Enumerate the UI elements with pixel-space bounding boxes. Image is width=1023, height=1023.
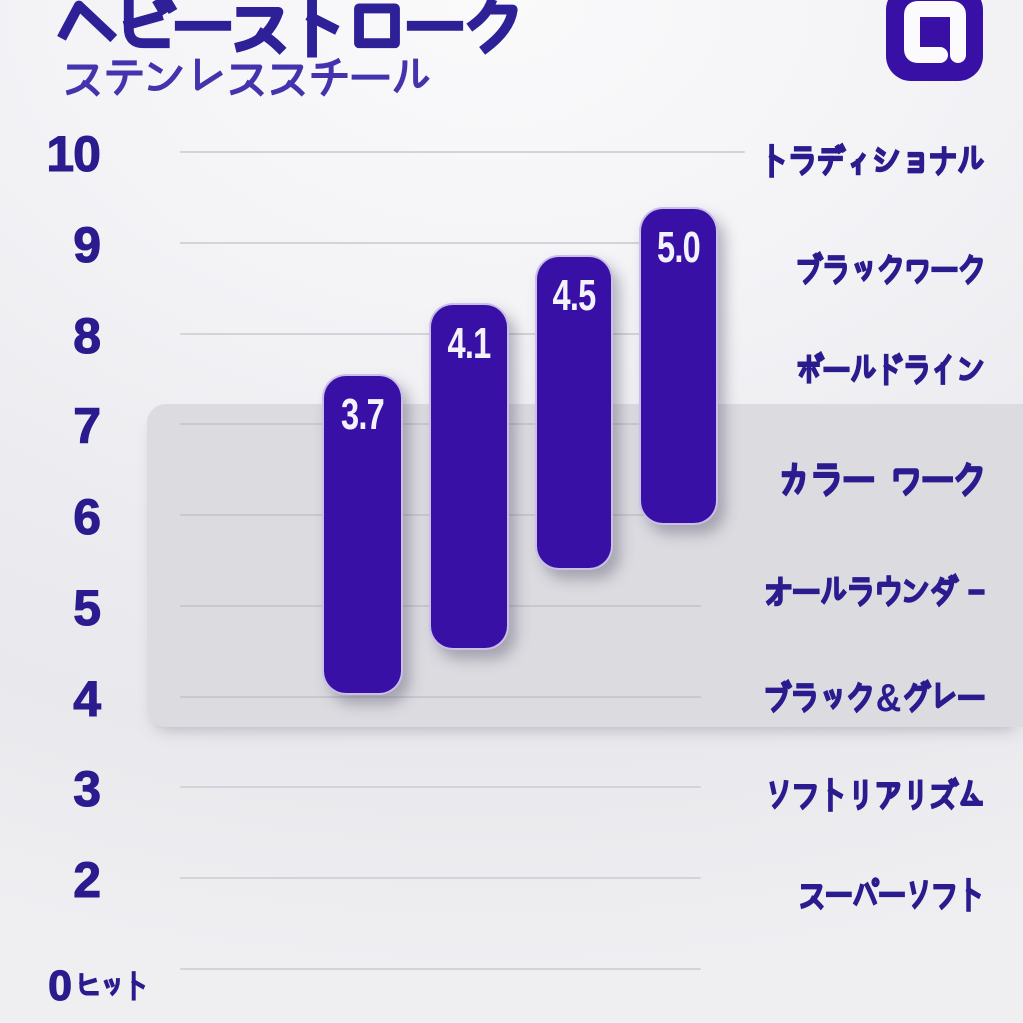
svg-text:&: & [876, 675, 902, 719]
